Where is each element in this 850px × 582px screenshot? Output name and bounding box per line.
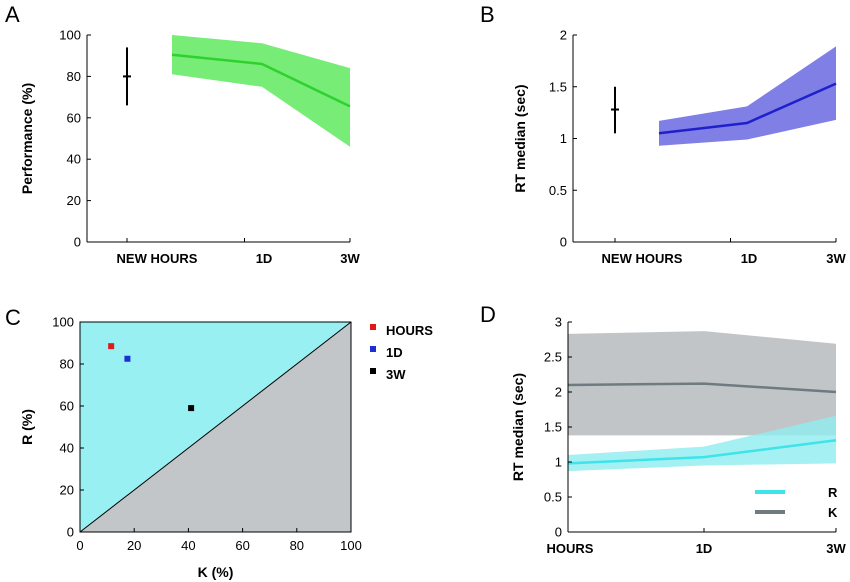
- y-tick-label: 2: [560, 28, 567, 43]
- y-tick-label: 80: [67, 69, 81, 84]
- series-A-band: [172, 35, 350, 147]
- y-tick-label: 40: [67, 152, 81, 167]
- y-tick-label: 0: [560, 235, 567, 250]
- legend-swatch-3w: [370, 368, 376, 374]
- panel-letter: D: [480, 302, 496, 327]
- y-tick-label: 60: [60, 399, 74, 414]
- legend-label-k: K: [828, 505, 838, 520]
- x-category-label: NEW HOURS: [117, 251, 198, 266]
- scatter-point-3w: [188, 405, 195, 412]
- y-tick-label: 1: [555, 455, 562, 470]
- y-axis-label: Performance (%): [19, 83, 35, 194]
- x-tick-label: 40: [181, 538, 195, 553]
- y-tick-label: 0: [555, 525, 562, 540]
- series-B-line: [658, 82, 837, 135]
- x-tick-label: 80: [290, 538, 304, 553]
- legend-label-3w: 3W: [386, 367, 406, 382]
- y-axis-label: RT median (sec): [510, 373, 526, 481]
- series-B-band: [659, 46, 836, 146]
- x-tick-label: 100: [340, 538, 362, 553]
- y-tick-label: 20: [60, 483, 74, 498]
- diagonal-line: [79, 321, 352, 533]
- panel-letter: C: [5, 305, 21, 330]
- x-category-label: NEW HOURS: [602, 251, 683, 266]
- x-category-label: 1D: [256, 251, 273, 266]
- x-category-label: HOURS: [547, 541, 594, 556]
- y-tick-label: 80: [60, 357, 74, 372]
- y-tick-label: 40: [60, 441, 74, 456]
- y-tick-label: 2: [555, 385, 562, 400]
- y-tick-label: 60: [67, 110, 81, 125]
- x-category-label: 1D: [696, 541, 713, 556]
- y-tick-label: 1.5: [549, 79, 567, 94]
- legend-label-r: R: [828, 485, 838, 500]
- panel-letter: A: [5, 2, 20, 27]
- x-category-label: 3W: [340, 251, 360, 266]
- legend-label-hours: HOURS: [386, 323, 433, 338]
- series-r-band: [568, 415, 836, 472]
- y-tick-label: 20: [67, 193, 81, 208]
- y-tick-label: 100: [59, 28, 81, 43]
- x-category-label: 3W: [826, 541, 846, 556]
- legend-label-1d: 1D: [386, 345, 403, 360]
- y-axis-label: R (%): [19, 409, 35, 445]
- x-category-label: 1D: [741, 251, 758, 266]
- y-axis-label: RT median (sec): [512, 84, 528, 192]
- series-A-line: [171, 53, 351, 108]
- y-tick-label: 1.5: [544, 420, 562, 435]
- legend-swatch-1d: [370, 346, 376, 352]
- y-tick-label: 2.5: [544, 350, 562, 365]
- y-tick-label: 0.5: [549, 183, 567, 198]
- x-axis-label: K (%): [198, 564, 234, 580]
- x-tick-label: 20: [127, 538, 141, 553]
- y-tick-label: 0.5: [544, 490, 562, 505]
- y-tick-label: 3: [555, 315, 562, 330]
- scatter-point-hours: [108, 343, 115, 350]
- y-tick-label: 100: [52, 315, 74, 330]
- x-category-label: 3W: [826, 251, 846, 266]
- y-tick-label: 0: [74, 235, 81, 250]
- panel-letter: B: [480, 2, 495, 27]
- scatter-point-1d: [124, 355, 131, 362]
- y-tick-label: 1: [560, 131, 567, 146]
- legend-swatch-hours: [370, 324, 376, 330]
- x-tick-label: 60: [235, 538, 249, 553]
- y-tick-label: 0: [67, 525, 74, 540]
- x-tick-label: 0: [76, 538, 83, 553]
